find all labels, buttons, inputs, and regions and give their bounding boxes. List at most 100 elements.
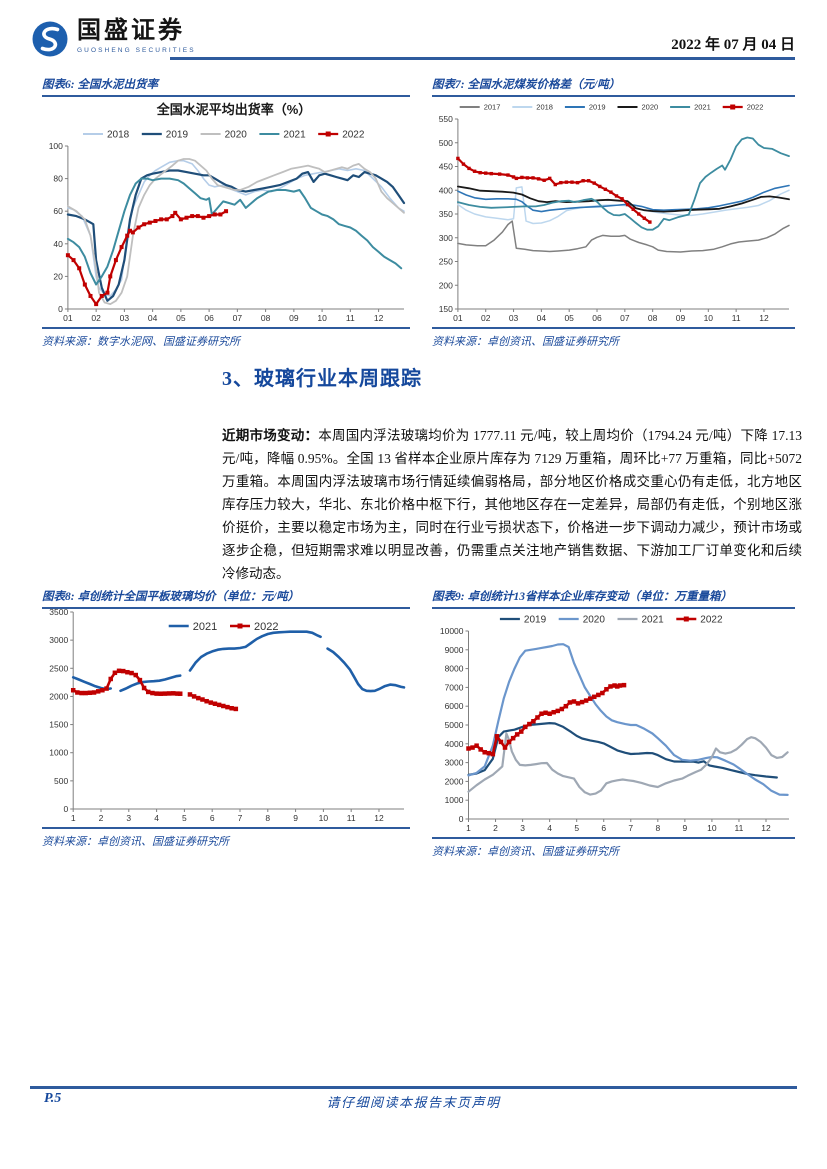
svg-text:10: 10	[319, 813, 329, 823]
svg-text:350: 350	[439, 209, 453, 219]
svg-text:06: 06	[204, 313, 214, 323]
svg-text:2: 2	[493, 823, 498, 833]
svg-text:2019: 2019	[589, 103, 606, 112]
figure-6-cement-shipment: 图表6: 全国水泥出货率 全国水泥平均出货率（%） 0 20 40 60 80 100 01 0…	[42, 76, 410, 349]
flat-glass-average-price-chart: 0 500 1000 1500 2000 2500 3000 3500 1 2 3 4 5 6 7 8 9 10 1…	[42, 607, 410, 827]
svg-text:5: 5	[182, 813, 187, 823]
svg-text:3: 3	[520, 823, 525, 833]
svg-text:7: 7	[628, 823, 633, 833]
svg-text:2: 2	[99, 813, 104, 823]
brand-logo: 国盛证券 GUOSHENG SECURITIES	[30, 18, 196, 59]
svg-text:12: 12	[374, 313, 384, 323]
svg-text:2021: 2021	[193, 621, 217, 633]
glass-inventory-chart: 0 1000 2000 3000 4000 5000 6000 7000 8000 9000 100…	[432, 609, 795, 837]
svg-text:1000: 1000	[445, 795, 464, 805]
svg-text:01: 01	[63, 313, 73, 323]
svg-text:全国水泥平均出货率（%）: 全国水泥平均出货率（%）	[156, 102, 312, 117]
svg-text:8: 8	[265, 813, 270, 823]
svg-text:12: 12	[759, 313, 769, 323]
svg-text:6000: 6000	[445, 701, 464, 711]
figure-6-caption: 图表6: 全国水泥出货率	[42, 76, 410, 97]
svg-text:40: 40	[53, 239, 63, 249]
svg-text:2020: 2020	[225, 130, 248, 141]
svg-text:1: 1	[466, 823, 471, 833]
footer-divider	[30, 1086, 797, 1089]
svg-text:80: 80	[53, 174, 63, 184]
svg-text:12: 12	[761, 823, 771, 833]
svg-text:2018: 2018	[107, 130, 130, 141]
svg-text:3: 3	[126, 813, 131, 823]
svg-text:2019: 2019	[166, 130, 189, 141]
section-heading: 3、玻璃行业本周跟踪	[222, 368, 422, 390]
svg-text:2000: 2000	[49, 691, 68, 701]
svg-text:250: 250	[439, 257, 453, 267]
svg-text:1500: 1500	[49, 720, 68, 730]
svg-text:10: 10	[707, 823, 717, 833]
svg-text:2022: 2022	[342, 130, 365, 141]
svg-text:8: 8	[655, 823, 660, 833]
svg-text:05: 05	[564, 313, 574, 323]
svg-text:11: 11	[732, 313, 741, 323]
svg-text:2500: 2500	[49, 663, 68, 673]
svg-text:1: 1	[71, 813, 76, 823]
figure-9-glass-inventory: 图表9: 卓创统计13省样本企业库存变动（单位：万重量箱） 0 1000 2000 3…	[432, 588, 795, 859]
svg-text:500: 500	[439, 138, 453, 148]
svg-text:07: 07	[620, 313, 630, 323]
svg-text:500: 500	[54, 776, 68, 786]
footer-disclaimer: 请仔细阅读本报告末页声明	[326, 1095, 501, 1110]
svg-text:04: 04	[537, 313, 547, 323]
svg-text:02: 02	[481, 313, 491, 323]
figure-8-glass-price: 图表8: 卓创统计全国平板玻璃均价（单位：元/吨） 0 500 1000 1500 20…	[42, 588, 410, 849]
figure-8-source: 资料来源：卓创资讯、国盛证券研究所	[42, 827, 410, 849]
svg-text:2022: 2022	[254, 621, 278, 633]
svg-text:60: 60	[53, 206, 63, 216]
svg-text:01: 01	[453, 313, 463, 323]
svg-text:06: 06	[592, 313, 602, 323]
svg-text:20: 20	[53, 271, 63, 281]
svg-text:2022: 2022	[700, 615, 723, 626]
svg-text:12: 12	[374, 813, 384, 823]
svg-text:3000: 3000	[445, 758, 464, 768]
cement-shipment-rate-chart: 全国水泥平均出货率（%） 0 20 40 60 80 100 01 02 03 04 05 06 07 08…	[42, 97, 410, 327]
svg-text:2018: 2018	[536, 103, 553, 112]
svg-text:3500: 3500	[49, 609, 68, 617]
svg-text:9: 9	[683, 823, 688, 833]
svg-text:08: 08	[261, 313, 271, 323]
market-update-paragraph: 近期市场变动：本周国内浮法玻璃均价为 1777.11 元/吨，较上周均价（179…	[222, 424, 802, 585]
svg-text:4: 4	[547, 823, 552, 833]
svg-text:400: 400	[439, 185, 453, 195]
svg-text:6: 6	[210, 813, 215, 823]
svg-text:2021: 2021	[283, 130, 306, 141]
svg-text:0: 0	[58, 304, 63, 314]
svg-text:2019: 2019	[524, 615, 547, 626]
svg-text:11: 11	[347, 813, 356, 823]
svg-text:7000: 7000	[445, 682, 464, 692]
svg-text:5000: 5000	[445, 720, 464, 730]
figure-7-source: 资料来源：卓创资讯、国盛证券研究所	[432, 327, 795, 349]
page-number: P.5	[44, 1091, 62, 1106]
brand-name-en: GUOSHENG SECURITIES	[77, 47, 196, 55]
svg-text:1000: 1000	[49, 748, 68, 758]
paragraph-body: 本周国内浮法玻璃均价为 1777.11 元/吨，较上周均价（1794.24 元/…	[222, 428, 803, 581]
svg-text:2021: 2021	[694, 103, 711, 112]
svg-text:11: 11	[346, 313, 355, 323]
svg-text:10: 10	[704, 313, 714, 323]
figure-8-caption: 图表8: 卓创统计全国平板玻璃均价（单位：元/吨）	[42, 588, 410, 609]
svg-text:08: 08	[648, 313, 658, 323]
svg-text:11: 11	[735, 823, 744, 833]
figure-7-caption: 图表7: 全国水泥煤炭价格差（元/吨）	[432, 76, 795, 97]
svg-text:6: 6	[601, 823, 606, 833]
svg-text:200: 200	[439, 280, 453, 290]
svg-text:0: 0	[63, 804, 68, 814]
svg-text:09: 09	[289, 313, 299, 323]
report-date: 2022 年 07 月 04 日	[671, 37, 795, 53]
cement-coal-price-spread-chart: 150 200 250 300 350 400 450 500 550 01 02 03 04 05 06 0…	[432, 97, 795, 327]
svg-text:2017: 2017	[484, 103, 501, 112]
svg-text:03: 03	[509, 313, 519, 323]
paragraph-lead: 近期市场变动：	[222, 428, 319, 443]
brand-name-cn: 国盛证券	[77, 18, 185, 44]
figure-6-source: 资料来源：数字水泥网、国盛证券研究所	[42, 327, 410, 349]
svg-text:9000: 9000	[445, 645, 464, 655]
svg-text:2021: 2021	[642, 615, 665, 626]
